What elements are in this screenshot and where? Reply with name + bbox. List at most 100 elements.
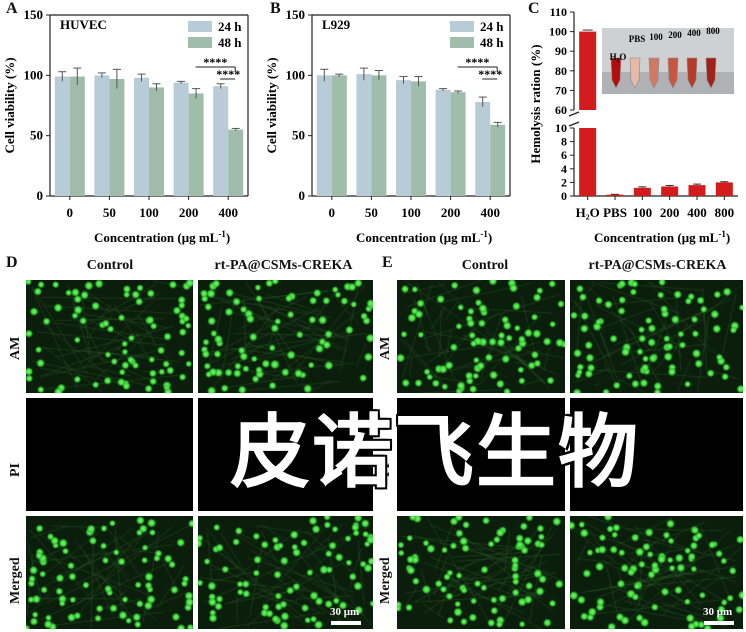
x-tick-label: 200 bbox=[660, 205, 680, 220]
panel-letter-a: A bbox=[6, 0, 18, 17]
panel-d-row-am: AM bbox=[8, 336, 23, 360]
legend-swatch bbox=[450, 37, 474, 48]
bar-200 bbox=[661, 186, 679, 196]
y-axis-label: Cell viability (%) bbox=[2, 57, 17, 153]
panel-d-row-pi: PI bbox=[8, 463, 23, 477]
chart-title: HUVEC bbox=[60, 17, 107, 32]
panel-e-scale-bar bbox=[704, 621, 734, 625]
inset-tube bbox=[686, 57, 698, 89]
legend-label: 48 h bbox=[480, 35, 504, 50]
x-tick-label: 200 bbox=[441, 205, 461, 220]
bar-48h-400 bbox=[490, 124, 506, 196]
inset-label: 400 bbox=[687, 28, 701, 38]
bar-100 bbox=[633, 187, 651, 196]
sig-annotation: **** bbox=[216, 67, 240, 81]
panel-d-row-merged: Merged bbox=[8, 557, 23, 604]
bar-24h-0 bbox=[54, 76, 70, 196]
bar-24h-400 bbox=[213, 86, 229, 196]
panel-d-merged-control-image bbox=[26, 516, 193, 629]
panel-e-am-control-image bbox=[397, 280, 565, 393]
panel-e-merged-treatment-image bbox=[570, 516, 743, 629]
bar-48h-200 bbox=[450, 92, 466, 196]
bar-48h-50 bbox=[371, 75, 387, 196]
y-tick-label: 150 bbox=[286, 7, 306, 22]
bar-24h-400 bbox=[475, 101, 491, 196]
panel-e-pi-treatment-image bbox=[570, 398, 743, 511]
bar-48h-100 bbox=[149, 87, 164, 196]
x-tick-label: 100 bbox=[139, 205, 159, 220]
bar-400 bbox=[688, 185, 706, 196]
chart-title: L929 bbox=[322, 17, 351, 32]
x-tick-label: 50 bbox=[103, 205, 116, 220]
y-tick-label: 100 bbox=[24, 67, 44, 82]
panel-letter-d: D bbox=[6, 254, 18, 271]
y-tick-label: 0 bbox=[299, 188, 306, 203]
panel-e-col-control: Control bbox=[461, 258, 509, 273]
inset-tube bbox=[629, 57, 641, 89]
bar-48h-0 bbox=[331, 75, 347, 196]
axis-break-mark bbox=[568, 111, 580, 117]
x-tick-label: 100 bbox=[633, 205, 653, 220]
legend-label: 24 h bbox=[480, 19, 504, 34]
y-tick-label: 0 bbox=[561, 189, 567, 203]
inset-tube bbox=[610, 57, 622, 89]
panel-d-pi-control-image bbox=[26, 398, 193, 511]
y-tick-label: 50 bbox=[30, 128, 43, 143]
legend-swatch bbox=[188, 37, 212, 48]
panel-e-row-am: AM bbox=[378, 336, 393, 360]
x-tick-label: H₂O bbox=[576, 205, 600, 220]
panel-e-pi-control-image bbox=[397, 398, 565, 511]
y-tick-label: 8 bbox=[561, 135, 567, 149]
x-tick-label: 200 bbox=[179, 205, 199, 220]
x-tick-label: 100 bbox=[401, 205, 421, 220]
sig-annotation: **** bbox=[203, 55, 227, 69]
legend-swatch bbox=[188, 21, 212, 32]
bar-48h-50 bbox=[109, 78, 125, 196]
bar-24h-200 bbox=[173, 82, 189, 196]
x-tick-label: 400 bbox=[687, 205, 707, 220]
inset-label: 100 bbox=[649, 32, 663, 42]
panel-e-row-merged: Merged bbox=[378, 557, 393, 604]
axis-break-mark bbox=[568, 121, 580, 127]
bar-24h-50 bbox=[94, 75, 110, 196]
inset-tube bbox=[705, 57, 717, 89]
panel-d-col-treatment: rt-PA@CSMs-CREKA bbox=[214, 258, 353, 273]
panel-e-scale-label: 30 μm bbox=[703, 606, 733, 618]
y-tick-label: 60 bbox=[555, 103, 567, 117]
bar-24h-50 bbox=[356, 74, 372, 196]
chart-l929: 0 50 100 150 L929 0 50 100 200 400 24 h48 h *******… bbox=[264, 7, 511, 245]
chart-huvec: 0 50 100 150 HUVEC 0 50 100 200 400 24 h48 h ******… bbox=[2, 7, 249, 245]
bar-24h-200 bbox=[435, 89, 451, 196]
x-tick-label: 50 bbox=[365, 205, 378, 220]
x-tick-label: PBS bbox=[603, 205, 627, 220]
y-tick-label: 150 bbox=[24, 7, 44, 22]
y-tick-label: 80 bbox=[555, 64, 567, 78]
bar-PBS bbox=[606, 194, 624, 196]
bar-48h-0 bbox=[69, 76, 85, 196]
x-tick-label: 400 bbox=[218, 205, 238, 220]
x-tick-label: 400 bbox=[480, 205, 500, 220]
y-tick-label: 90 bbox=[555, 44, 567, 58]
panel-d-scale-label: 30 μm bbox=[330, 606, 360, 618]
sig-annotation: **** bbox=[465, 55, 489, 69]
inset-label: PBS bbox=[629, 34, 646, 44]
bar-48h-400 bbox=[228, 129, 244, 196]
panel-d-pi-treatment-image bbox=[198, 398, 373, 511]
y-tick-label: 4 bbox=[561, 162, 567, 176]
legend-label: 24 h bbox=[218, 19, 242, 34]
bar-48h-200 bbox=[188, 93, 204, 196]
panel-e-col-treatment: rt-PA@CSMs-CREKA bbox=[588, 258, 727, 273]
panel-e-am-treatment-image bbox=[570, 280, 743, 393]
bar-H₂O-upper bbox=[579, 31, 597, 111]
y-axis-label: Cell viability (%) bbox=[264, 57, 279, 153]
panel-d-am-treatment-image bbox=[198, 280, 373, 393]
y-tick-label: 100 bbox=[286, 67, 306, 82]
bar-48h-100 bbox=[411, 81, 426, 196]
panel-e-merged-control-image bbox=[397, 516, 565, 629]
y-tick-label: 100 bbox=[549, 25, 567, 39]
panel-d-scale-bar bbox=[331, 621, 361, 625]
panel-d-am-control-image bbox=[26, 280, 193, 393]
y-tick-label: 110 bbox=[550, 5, 567, 19]
panel-letter-e: E bbox=[382, 254, 393, 271]
